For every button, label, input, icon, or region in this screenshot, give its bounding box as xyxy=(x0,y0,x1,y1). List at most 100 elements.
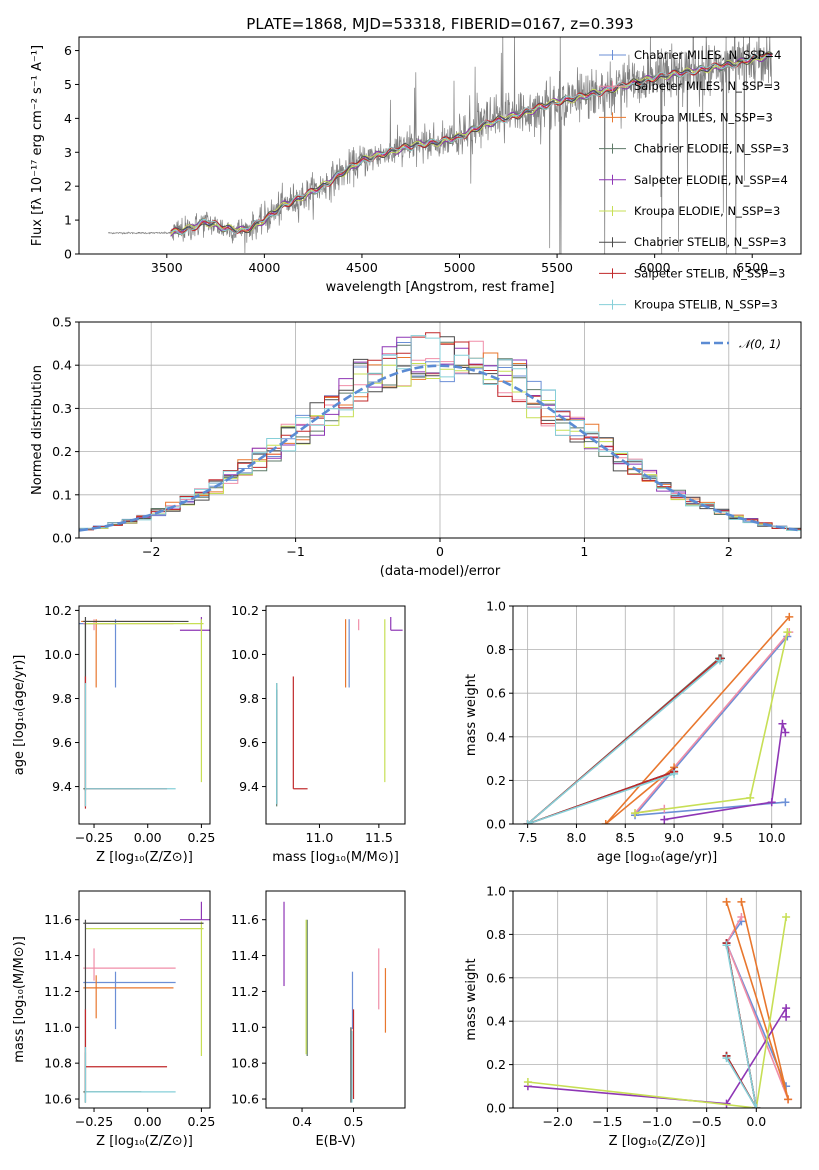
errorbar-point-salpeter-stelib xyxy=(84,1009,168,1094)
y-tick-label: 1.0 xyxy=(486,884,506,899)
x-axis-label: mass [log₁₀(M/M⊙)] xyxy=(272,850,399,865)
errorbar-point-chabrier-stelib xyxy=(83,919,204,1103)
y-tick-label: 11.4 xyxy=(231,948,259,963)
legend-label: Chabrier STELIB, N_SSP=3 xyxy=(634,235,786,249)
legend-label: Chabrier ELODIE, N_SSP=3 xyxy=(634,142,789,156)
x-axis-label: Z [log₁₀(Z/Z⊙)] xyxy=(96,850,193,865)
y-tick-label: 0.6 xyxy=(486,686,506,701)
errorbar-point-chabrier-elodie xyxy=(83,1052,142,1103)
weight-marker xyxy=(782,1004,791,1013)
weight-marker xyxy=(722,941,731,950)
x-tick-label: 9.5 xyxy=(713,830,733,845)
weight-marker xyxy=(722,1054,731,1063)
y-tick-label: 11.0 xyxy=(231,1020,259,1035)
y-tick-label: 9.6 xyxy=(239,735,259,750)
chart-panels: 3500 4000 4500 5000 5500 6000 6500 0 1 2 3 4 5 6 wavel… xyxy=(12,36,802,1149)
y-tick-label: 0.4 xyxy=(486,1014,506,1029)
x-axis-label: E(B-V) xyxy=(315,1134,355,1149)
y-axis-label: mass weight xyxy=(464,674,479,756)
x-tick-label: 4000 xyxy=(248,260,280,275)
errorbar-point-kroupa-elodie xyxy=(85,921,204,1056)
weight-series-kroupa-miles xyxy=(601,612,794,824)
weight-marker xyxy=(752,1104,761,1108)
y-tick-label: 0.2 xyxy=(486,773,506,788)
errorbar-point-kroupa-elodie xyxy=(85,619,204,783)
x-tick-label: 2 xyxy=(725,544,733,559)
plot-frame xyxy=(78,36,802,255)
y-axis-label: age [log₁₀(age/yr)] xyxy=(12,655,27,776)
legend-label: Kroupa ELODIE, N_SSP=3 xyxy=(634,204,780,218)
weight-marker xyxy=(631,809,640,818)
x-tick-label: −0.5 xyxy=(691,1114,721,1129)
weight-marker xyxy=(767,798,776,807)
x-axis-label: Z [log₁₀(Z/Z⊙)] xyxy=(609,1134,706,1149)
weight-line xyxy=(633,631,790,815)
weight-marker xyxy=(737,913,746,922)
y-tick-label: 11.0 xyxy=(44,1020,72,1035)
y-tick-label: 0.4 xyxy=(52,358,72,373)
weight-series-kroupa-miles xyxy=(722,897,793,1104)
x-tick-label: 0.00 xyxy=(134,1114,162,1129)
y-tick-label: 10.2 xyxy=(44,603,72,618)
errorbar-point-kroupa-miles xyxy=(83,975,174,1019)
plot-frame xyxy=(512,605,802,825)
weight-marker xyxy=(778,719,787,728)
x-tick-label: −0.25 xyxy=(75,1114,113,1129)
x-tick-label: 4500 xyxy=(346,260,378,275)
weight-marker xyxy=(785,612,794,621)
y-axis-label: mass weight xyxy=(464,958,479,1040)
weight-marker xyxy=(670,769,679,778)
y-tick-label: 5 xyxy=(64,77,72,92)
x-tick-label: 0.00 xyxy=(134,830,162,845)
legend-label: Kroupa MILES, N_SSP=3 xyxy=(634,110,773,124)
weight-marker xyxy=(782,1012,791,1021)
x-tick-label: −1.0 xyxy=(642,1114,672,1129)
x-tick-label: 8.5 xyxy=(615,830,635,845)
plot-frame xyxy=(78,890,211,1109)
x-tick-label: 11.0 xyxy=(306,830,334,845)
x-tick-label: 3500 xyxy=(151,260,183,275)
legend-label: Salpeter STELIB, N_SSP=3 xyxy=(634,266,785,280)
plot-frame xyxy=(78,605,211,825)
errorbar-point-salpeter-elodie xyxy=(179,901,210,921)
y-tick-label: 0.4 xyxy=(486,729,506,744)
y-tick-label: 9.4 xyxy=(52,779,72,794)
x-tick-label: −2.0 xyxy=(543,1114,573,1129)
y-tick-label: 10.6 xyxy=(231,1092,259,1107)
x-tick-label: 8.0 xyxy=(567,830,587,845)
y-tick-label: 0.0 xyxy=(486,817,506,832)
errorbar-point-salpeter-miles xyxy=(83,948,176,981)
y-tick-label: 1.0 xyxy=(486,599,506,614)
errorbar-point-chabrier-stelib xyxy=(83,617,189,791)
x-tick-label: 5500 xyxy=(541,260,573,275)
weight-series-salpeter-miles xyxy=(631,628,794,818)
y-tick-label: 10.8 xyxy=(44,1056,72,1071)
x-tick-label: 0.0 xyxy=(746,1114,766,1129)
observed-spectrum-line xyxy=(108,37,773,254)
weight-line xyxy=(725,945,758,1108)
errorbar-point-kroupa-miles xyxy=(81,619,174,688)
x-tick-label: 11.5 xyxy=(365,830,393,845)
figure-title: PLATE=1868, MJD=53318, FIBERID=0167, z=0… xyxy=(246,15,633,33)
weight-marker xyxy=(523,820,532,824)
mass-vs-EBV-axes: 0.4 0.5 10.6 10.8 11.0 11.2 11.4 11.6 E(B-V) xyxy=(231,912,363,1149)
weight-line xyxy=(527,916,787,1108)
y-tick-label: 0.1 xyxy=(52,487,72,502)
x-tick-label: −2 xyxy=(142,544,160,559)
age-vs-mass-axes: 11.0 11.5 9.4 9.6 9.8 10.0 10.2 mass [log₁₀(M/M… xyxy=(231,603,399,865)
normal-distribution-curve xyxy=(79,364,801,532)
x-tick-label: 0 xyxy=(436,544,444,559)
y-tick-label: 0.0 xyxy=(486,1101,506,1116)
legend-label: Salpeter MILES, N_SSP=3 xyxy=(634,79,780,93)
x-axis-label: age [log₁₀(age/yr)] xyxy=(597,850,718,865)
y-tick-label: 4 xyxy=(64,111,72,126)
x-tick-label: −1 xyxy=(286,544,304,559)
y-tick-label: 9.8 xyxy=(52,691,72,706)
spectrum-legend: Chabrier MILES, N_SSP=4 Salpeter MILES, N… xyxy=(599,48,789,312)
x-tick-label: 0.4 xyxy=(292,1114,312,1129)
y-tick-label: 0.0 xyxy=(52,531,72,546)
weight-series-kroupa-stelib xyxy=(722,941,761,1108)
weight-marker xyxy=(523,1077,532,1086)
legend-label: Kroupa STELIB, N_SSP=3 xyxy=(634,298,778,312)
